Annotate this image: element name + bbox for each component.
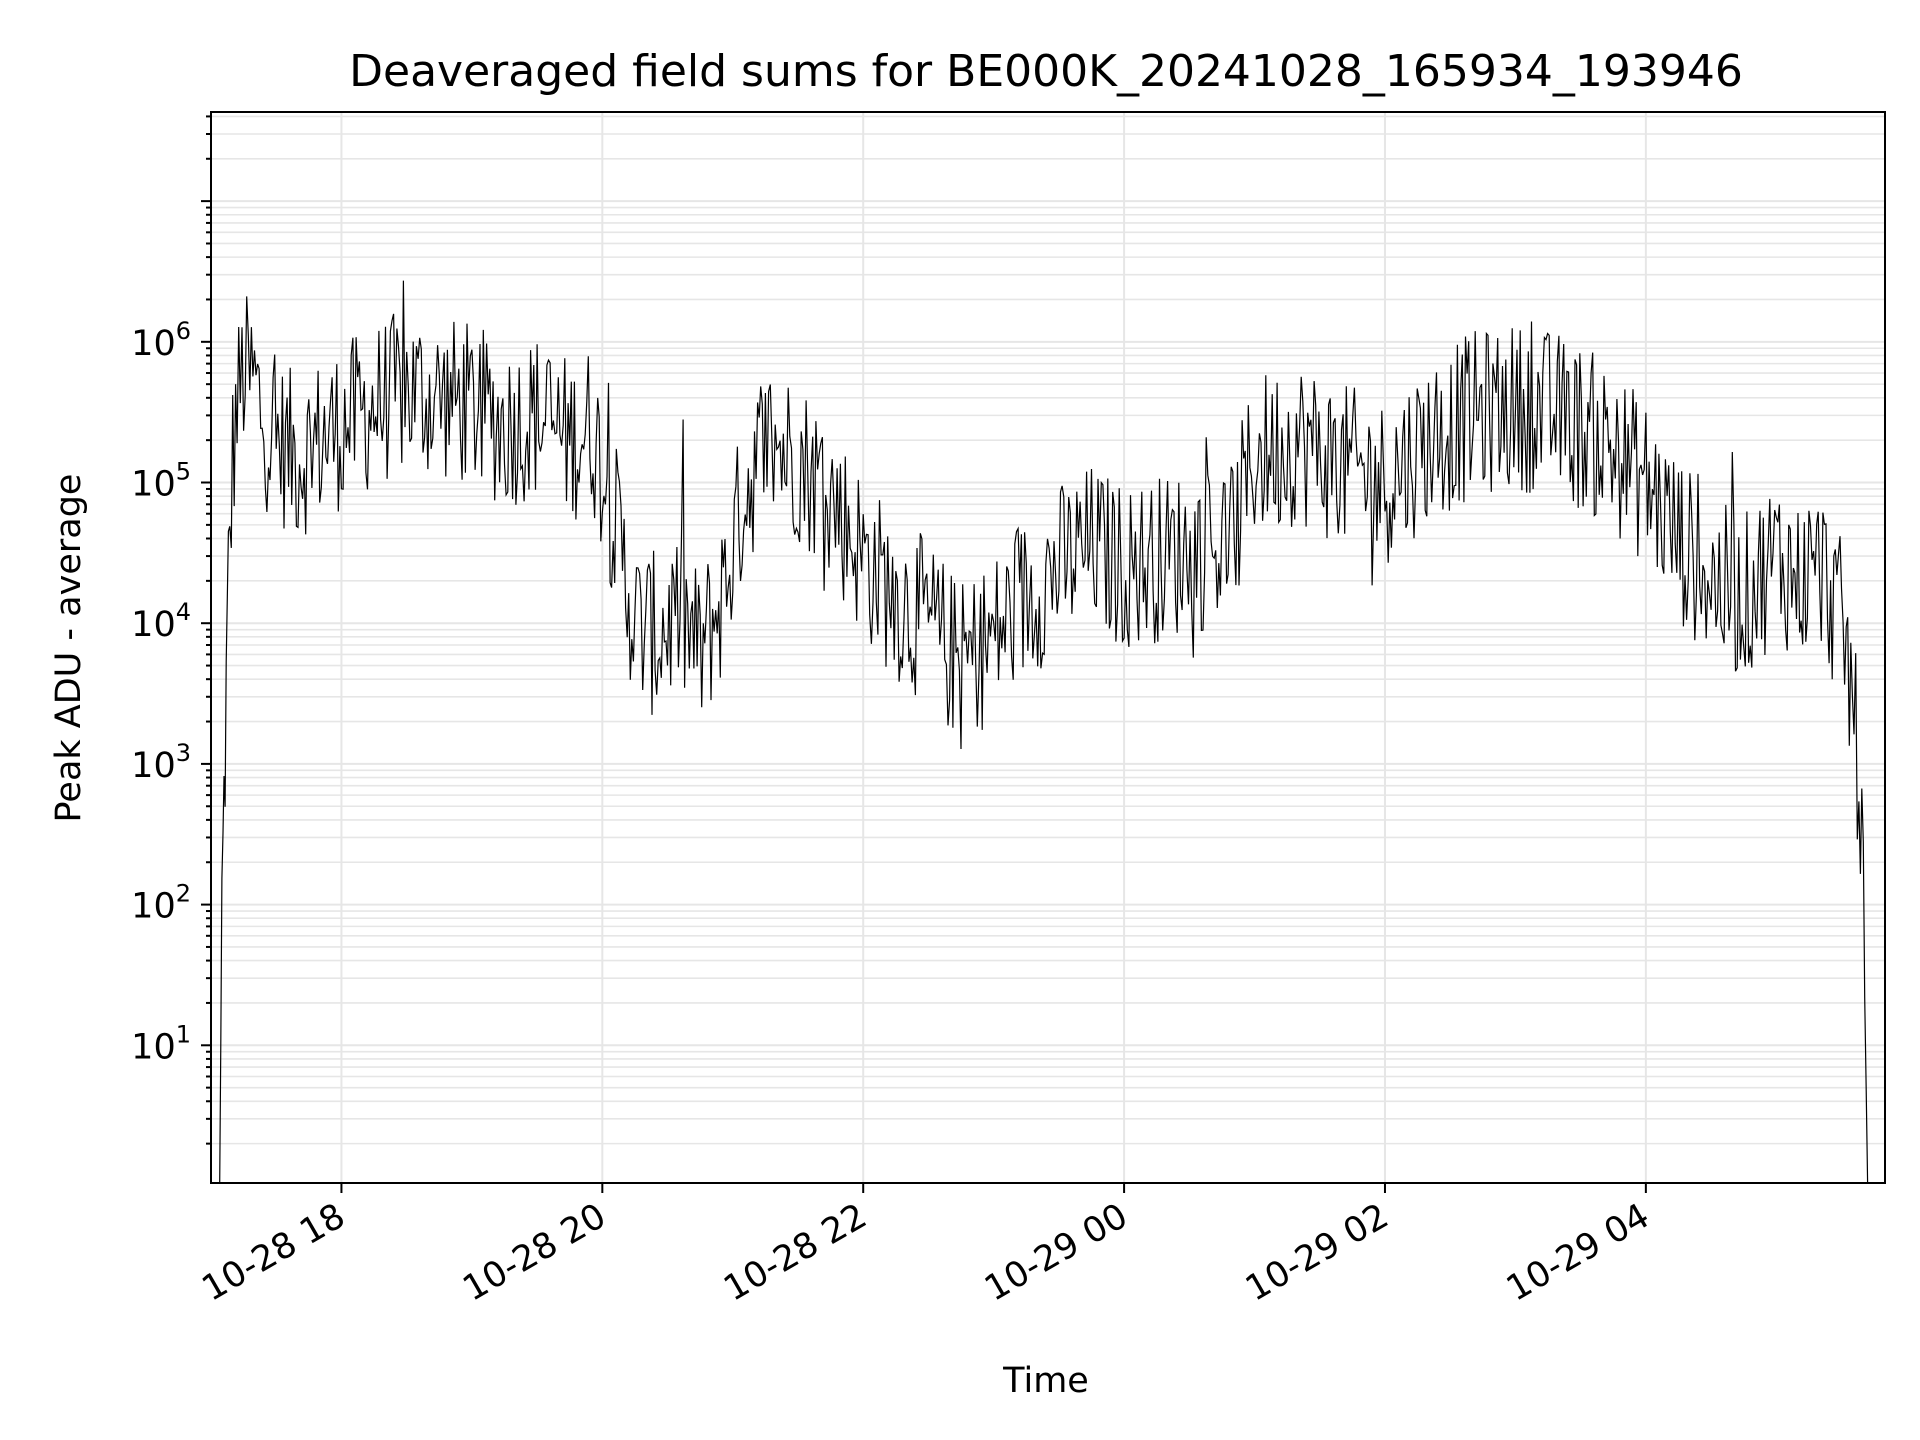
y-tick-label: 103: [131, 739, 191, 786]
y-tick-label: 106: [131, 317, 191, 364]
x-tick-label: 10-28 20: [457, 1196, 613, 1309]
x-ticks: 10-28 18 10-28 20 10-28 22 10-29 00 10-29 02…: [196, 1183, 1656, 1309]
x-tick-label: 10-28 18: [196, 1196, 352, 1309]
plot-frame: [210, 111, 1886, 1184]
x-tick-label: 10-29 02: [1239, 1196, 1395, 1309]
series-line: [219, 280, 1872, 1184]
x-tick-label: 10-29 00: [978, 1196, 1134, 1309]
grid-lines: [211, 112, 1885, 1183]
x-tick-label: 10-29 04: [1500, 1196, 1656, 1309]
y-tick-label: 102: [131, 880, 191, 927]
y-ticks: 101 102 103 104 105 106: [131, 115, 211, 1145]
series-layer: [219, 280, 1872, 1184]
x-axis-label: Time: [1002, 1361, 1089, 1401]
chart-title: Deaveraged field sums for BE000K_2024102…: [349, 46, 1743, 97]
y-axis-label: Peak ADU - average: [49, 474, 89, 823]
y-tick-label: 101: [131, 1020, 191, 1067]
y-tick-label: 104: [131, 598, 191, 645]
y-tick-label: 105: [131, 458, 191, 505]
x-tick-label: 10-28 22: [717, 1196, 873, 1309]
